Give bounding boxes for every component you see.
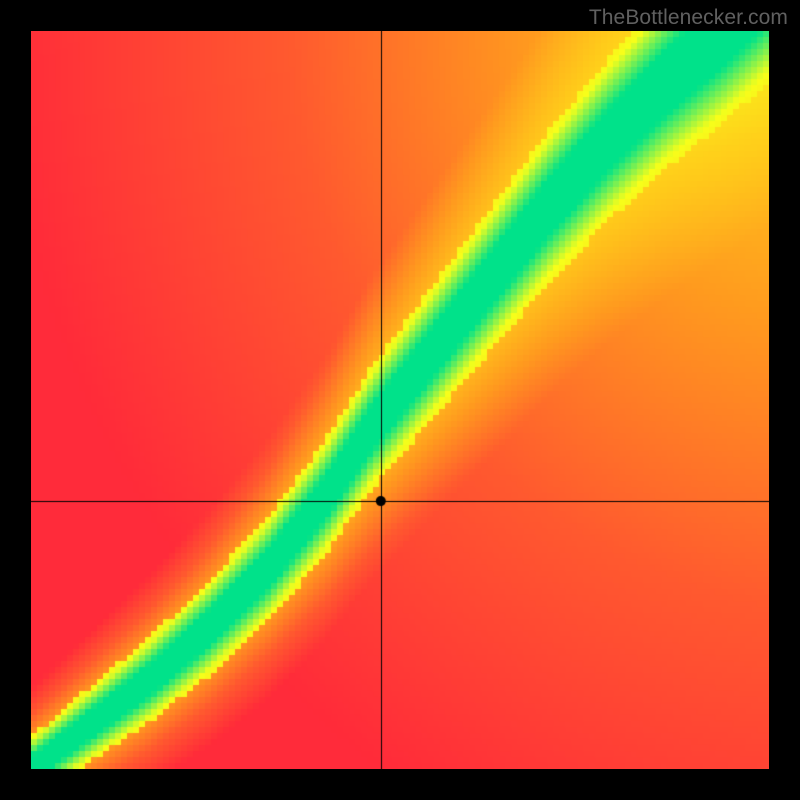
bottleneck-heatmap — [31, 31, 769, 769]
chart-container: TheBottlenecker.com — [0, 0, 800, 800]
watermark-text: TheBottlenecker.com — [589, 6, 788, 30]
